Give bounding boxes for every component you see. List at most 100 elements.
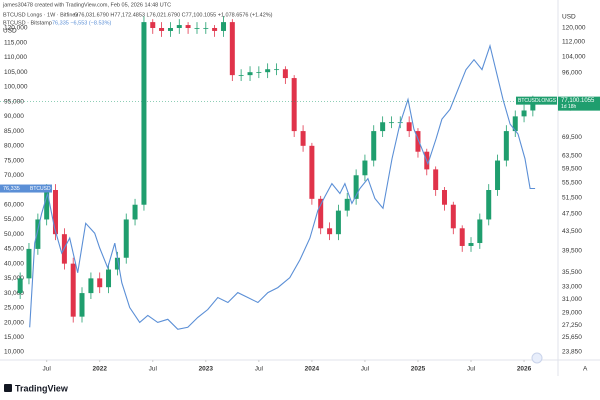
x-tick-label: 2026 — [517, 366, 532, 373]
price-tag-value: 76,335 — [3, 186, 20, 192]
candle-body — [203, 28, 209, 29]
auto-button[interactable]: A — [583, 366, 588, 373]
x-tick-label: 2022 — [92, 366, 107, 373]
legend-detail: 76,335 −6,553 (−8.53%) — [52, 20, 111, 26]
y-tick-label: 30,000 — [4, 290, 24, 297]
x-tick-label: Jul — [149, 366, 158, 373]
candle-body — [291, 78, 297, 132]
y-tick-label: 95,000 — [4, 98, 24, 105]
y-tick-label: 50,000 — [4, 231, 24, 238]
candle-body — [441, 190, 447, 205]
y2-tick-label: 29,000 — [562, 310, 582, 317]
price-tag — [516, 96, 557, 105]
x-tick-label: Jul — [255, 366, 264, 373]
y-tick-label: 110,000 — [4, 54, 27, 61]
y2-tick-label: 27,250 — [562, 322, 582, 329]
y-tick-label: 115,000 — [4, 39, 27, 46]
candle-body — [17, 278, 23, 294]
price-tag — [558, 96, 600, 111]
candle-body — [194, 28, 200, 29]
candle-body — [256, 72, 262, 73]
candle-body — [274, 69, 280, 71]
candle-body — [185, 25, 191, 28]
y-tick-label: 70,000 — [4, 172, 24, 179]
candle-body — [52, 190, 58, 235]
candle-body — [265, 69, 271, 73]
candle-body — [26, 248, 32, 279]
candle-body — [282, 69, 288, 79]
candle-body — [495, 160, 501, 190]
candle-body — [433, 169, 439, 190]
candle-body — [141, 22, 147, 205]
y2-tick-label: 104,000 — [562, 53, 586, 60]
legend-name: BTCUSD · Bitstamp — [3, 20, 52, 26]
y-tick-label: 45,000 — [4, 246, 24, 253]
price-tag-name: BTCUSD — [30, 186, 51, 192]
candle-body — [335, 210, 341, 235]
y2-tick-label: 55,500 — [562, 179, 582, 186]
y2-tick-label: 25,650 — [562, 334, 582, 341]
y2-tick-label: 43,500 — [562, 228, 582, 235]
y2-tick-label: 35,500 — [562, 269, 582, 276]
y2-tick-label: 112,000 — [562, 39, 585, 46]
candle-body — [362, 160, 368, 176]
price-tag — [0, 184, 52, 193]
candle-body — [106, 269, 112, 288]
candle-body — [503, 131, 509, 161]
price-tag-name: BTCUSDLONGS — [518, 98, 557, 104]
y-tick-label: 80,000 — [4, 143, 24, 150]
y-tick-label: 105,000 — [4, 69, 28, 76]
candle-body — [123, 219, 129, 258]
y2-tick-label: 23,850 — [562, 349, 582, 356]
flag-icon — [531, 352, 543, 364]
y2-axis-label: USD — [562, 14, 576, 21]
y-tick-label: 100,000 — [4, 84, 28, 91]
candle-body — [114, 257, 120, 270]
y-tick-label: 60,000 — [4, 201, 24, 208]
price-line — [29, 43, 536, 330]
candle-body — [512, 116, 518, 132]
candle-body — [88, 278, 94, 294]
y-tick-label: 25,000 — [4, 305, 24, 312]
y2-tick-label: 47,500 — [562, 211, 582, 218]
y2-tick-label: 51,500 — [562, 194, 582, 201]
candle-body — [150, 22, 156, 28]
y-tick-label: 55,000 — [4, 216, 24, 223]
brand: TradingView — [15, 383, 69, 393]
candle-body — [521, 110, 527, 117]
y2-tick-label: 63,500 — [562, 152, 582, 159]
y2-tick-label: 39,500 — [562, 248, 582, 255]
candle-body — [79, 293, 85, 317]
price-tag-timer: 1d 18h — [561, 104, 577, 110]
y2-tick-label: 33,000 — [562, 284, 582, 291]
candle-body — [468, 243, 474, 246]
y2-tick-label: 120,000 — [562, 25, 586, 32]
candle-body — [450, 204, 456, 229]
candle-body — [530, 101, 536, 111]
legend-detail: O76,031.6790 H77,172.4853 L76,021.6790 C… — [74, 12, 273, 18]
candle-body — [132, 204, 138, 220]
candle-body — [97, 278, 103, 288]
y-tick-label: 20,000 — [4, 319, 24, 326]
y-tick-label: 85,000 — [4, 128, 24, 135]
candle-body — [327, 228, 333, 235]
candle-body — [159, 28, 165, 31]
logo-icon — [4, 384, 12, 392]
credit: james30478 created with TradingView.com,… — [2, 2, 171, 8]
x-tick-label: Jul — [43, 366, 52, 373]
candle-body — [221, 22, 227, 31]
candle-body — [380, 122, 386, 132]
y-tick-label: 120,000 — [4, 25, 28, 32]
y-tick-label: 35,000 — [4, 275, 24, 282]
candle-body — [212, 28, 218, 31]
x-tick-label: Jul — [467, 366, 476, 373]
candle-body — [300, 131, 306, 146]
y2-tick-label: 31,000 — [562, 296, 582, 303]
candle-body — [309, 145, 315, 199]
candle-body — [167, 28, 173, 31]
y-tick-label: 90,000 — [4, 113, 24, 120]
candle-body — [344, 198, 350, 211]
x-tick-label: Jul — [361, 366, 370, 373]
